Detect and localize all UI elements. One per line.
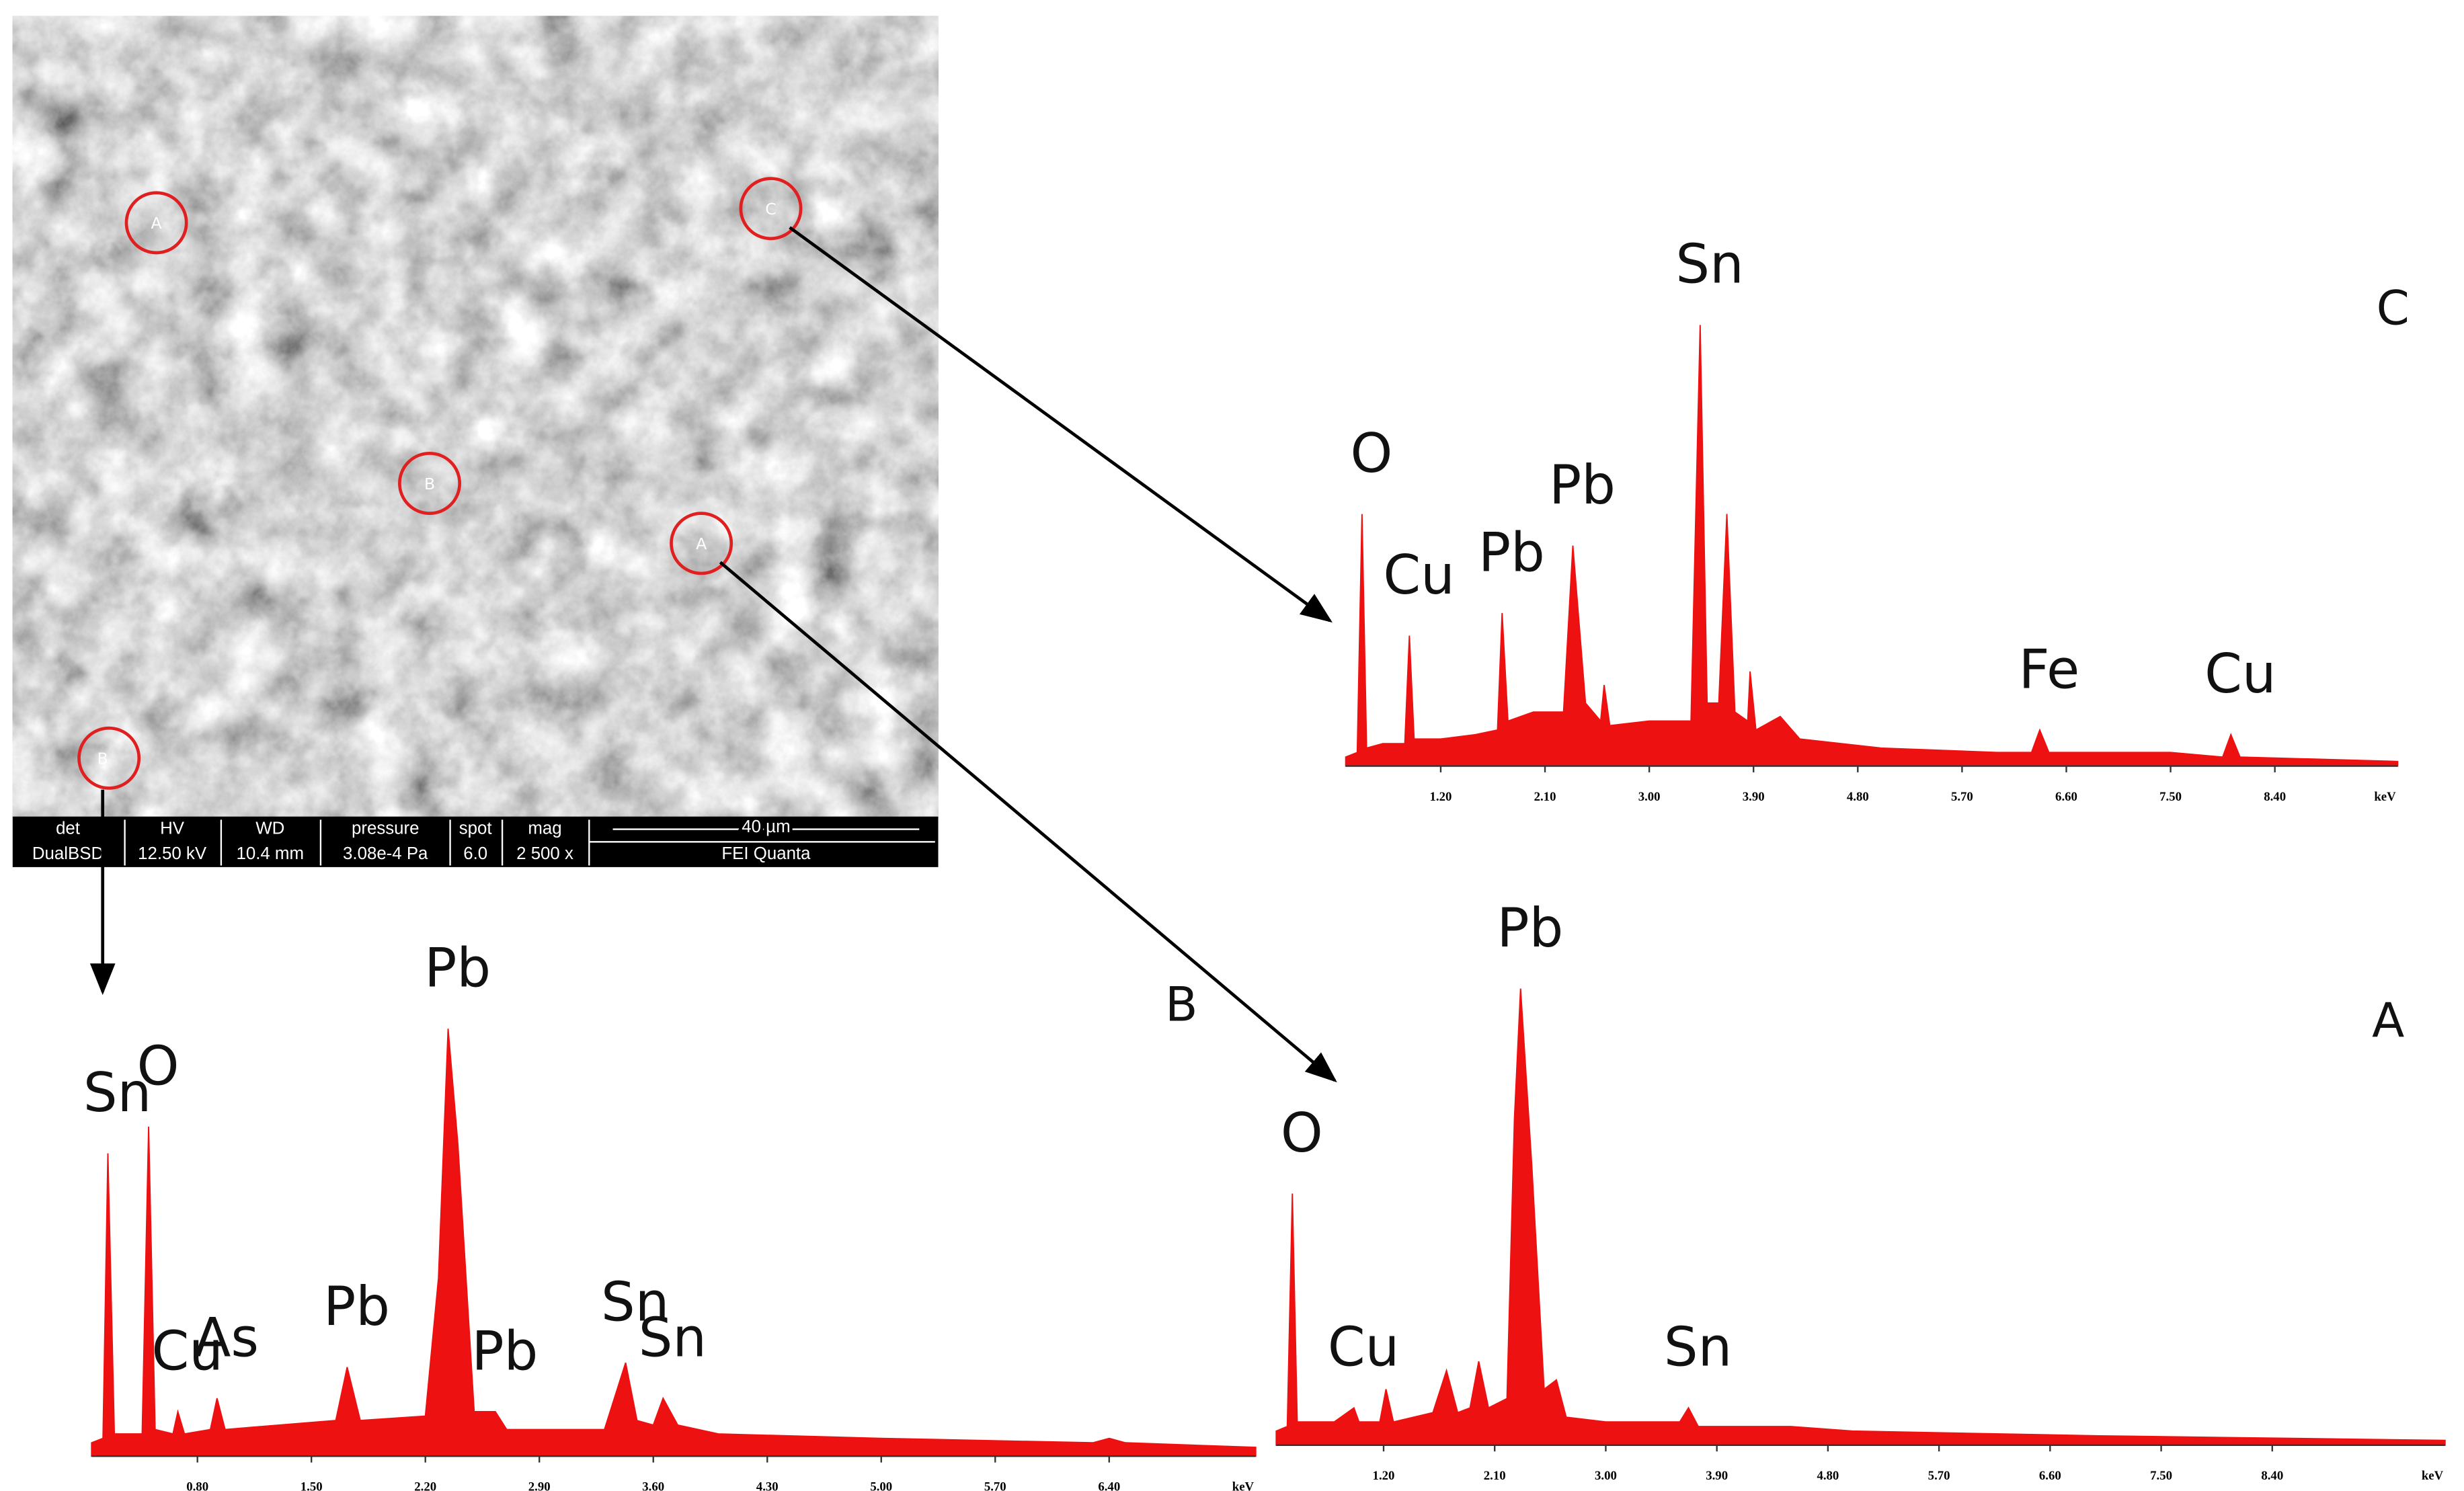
x-tick-label: 6.60: [2039, 1469, 2061, 1483]
peak-label: Pb: [1478, 521, 1545, 583]
info-header: mag: [528, 819, 561, 838]
sem-image: [12, 15, 939, 819]
x-tick-label: 3.00: [1595, 1469, 1617, 1483]
x-tick-label: 7.50: [2150, 1469, 2172, 1483]
peak-label: O: [1350, 422, 1392, 485]
x-tick-label: 2.10: [1484, 1469, 1506, 1483]
x-tick-label: 4.80: [1847, 790, 1869, 804]
info-value: DualBSD: [32, 844, 104, 863]
marker-label: B: [424, 475, 435, 493]
x-axis-label: keV: [1232, 1480, 1255, 1491]
x-tick-label: 0.80: [186, 1480, 208, 1491]
x-tick-label: 3.00: [1638, 790, 1661, 804]
peak-label: Pb: [424, 937, 491, 1000]
x-axis-label: keV: [2374, 790, 2396, 804]
peak-label: Pb: [1549, 454, 1616, 516]
marker-label: B: [97, 750, 108, 768]
x-tick-label: 2.10: [1534, 790, 1556, 804]
info-header: pressure: [352, 819, 419, 838]
x-axis-label: keV: [2422, 1469, 2444, 1483]
scale-bar-label: 40 µm: [742, 817, 790, 836]
x-tick-label: 5.70: [984, 1480, 1006, 1491]
peak-label: Fe: [2019, 638, 2080, 700]
peak-label: Sn: [601, 1271, 669, 1333]
x-tick-label: 3.90: [1743, 790, 1765, 804]
chart-title: A: [2372, 993, 2404, 1048]
x-tick-label: 3.60: [642, 1480, 664, 1491]
x-tick-label: 1.50: [301, 1480, 323, 1491]
peak-label: Sn: [1664, 1316, 1732, 1379]
x-tick-label: 6.40: [1098, 1480, 1120, 1491]
spectrum: [1275, 988, 2446, 1446]
peak-label: As: [194, 1306, 259, 1369]
info-header: HV: [160, 819, 185, 838]
peak-label: O: [137, 1035, 180, 1097]
peak-label: Sn: [639, 1306, 707, 1369]
info-value: 10.4 mm: [236, 844, 303, 863]
x-tick-label: 1.20: [1430, 790, 1452, 804]
x-tick-label: 2.90: [528, 1480, 551, 1491]
info-value: 2 500 x: [516, 844, 573, 863]
info-value: 12.50 kV: [138, 844, 207, 863]
info-header: spot: [459, 819, 492, 838]
x-tick-label: 5.70: [1928, 1469, 1950, 1483]
x-tick-label: 8.40: [2261, 1469, 2283, 1483]
chart-title: C: [2377, 280, 2410, 335]
peak-label: O: [1281, 1102, 1323, 1164]
info-header: det: [56, 819, 80, 838]
marker-label: A: [696, 534, 707, 553]
x-tick-label: 4.80: [1817, 1469, 1839, 1483]
peak-label: Sn: [1675, 233, 1743, 296]
peak-label: Pb: [1497, 897, 1563, 959]
peak-label: Pb: [471, 1320, 538, 1382]
info-value: 3.08e-4 Pa: [343, 844, 428, 863]
info-value: 6.0: [463, 844, 487, 863]
x-tick-label: 7.50: [2159, 790, 2182, 804]
markers: A C B A B: [77, 177, 803, 790]
peak-label: Cu: [152, 1320, 223, 1382]
spectrum: [91, 1029, 1257, 1457]
peak-label: Cu: [1383, 544, 1454, 606]
peak-label: Pb: [323, 1275, 390, 1338]
marker-label: C: [765, 200, 776, 218]
x-tick-label: 6.60: [2055, 790, 2077, 804]
peak-label: Sn: [83, 1061, 151, 1124]
info-header: WD: [255, 819, 284, 838]
x-tick-label: 5.00: [870, 1480, 892, 1491]
x-tick-label: 5.70: [1951, 790, 1973, 804]
x-tick-label: 3.90: [1706, 1469, 1728, 1483]
instrument: FEI Quanta: [721, 844, 811, 863]
x-tick-label: 2.20: [414, 1480, 436, 1491]
arrows: [89, 226, 1337, 1083]
chart-title: B: [1165, 977, 1197, 1033]
peak-label: Cu: [1328, 1316, 1399, 1379]
spectrum: [1345, 325, 2399, 767]
x-tick-label: 8.40: [2264, 790, 2286, 804]
x-tick-label: 4.30: [756, 1480, 779, 1491]
x-tick-label: 1.20: [1373, 1469, 1395, 1483]
info-bar: det HV WD pressure spot mag DualBSD 12.5…: [12, 814, 939, 867]
marker-label: A: [151, 214, 162, 233]
peak-label: Cu: [2204, 643, 2276, 705]
